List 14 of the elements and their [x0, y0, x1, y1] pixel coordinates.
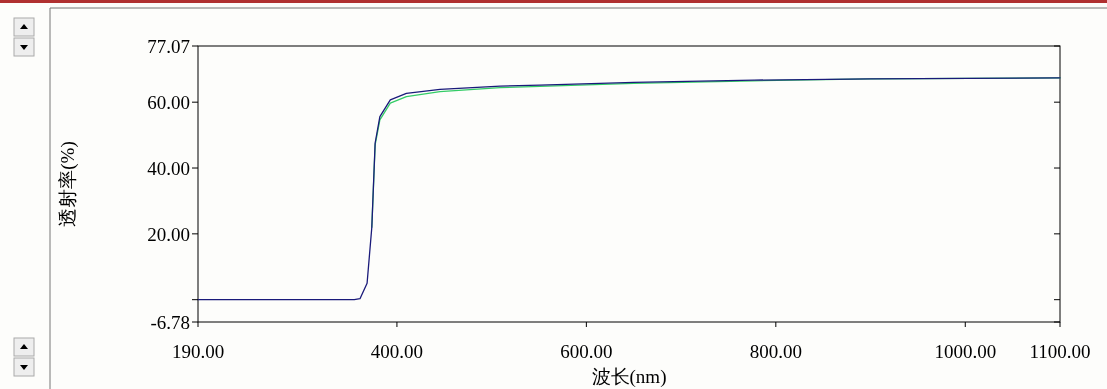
x-tick-label: 190.00	[171, 341, 225, 362]
x-tick-label: 600.00	[560, 341, 613, 362]
y-axis-title: 透射率(%)	[57, 141, 79, 227]
x-axis-title: 波长(nm)	[591, 366, 667, 388]
line-series	[197, 77, 1061, 301]
x-tick-label: 800.00	[749, 341, 802, 362]
y-tick-label: -6.78	[150, 311, 190, 333]
x-tick-label: 1000.00	[934, 341, 997, 362]
y-tick-label: 77.07	[147, 35, 190, 57]
y-tick-label: 60.00	[147, 91, 190, 113]
x-tick-label: 400.00	[370, 341, 424, 362]
y-tick-label: 20.00	[147, 223, 190, 245]
x-tick-label: 1100.00	[1029, 341, 1091, 362]
y-tick-label: 40.00	[147, 157, 190, 179]
